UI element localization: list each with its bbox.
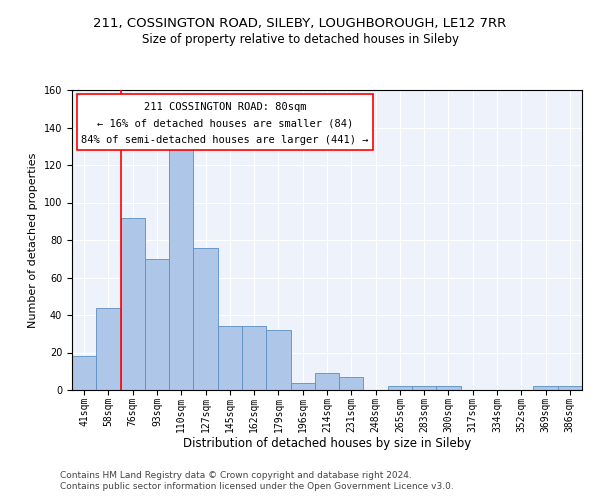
- Text: Contains HM Land Registry data © Crown copyright and database right 2024.: Contains HM Land Registry data © Crown c…: [60, 471, 412, 480]
- X-axis label: Distribution of detached houses by size in Sileby: Distribution of detached houses by size …: [183, 437, 471, 450]
- Text: ← 16% of detached houses are smaller (84): ← 16% of detached houses are smaller (84…: [97, 118, 353, 128]
- Bar: [436, 386, 461, 390]
- Bar: [558, 386, 582, 390]
- Text: Contains public sector information licensed under the Open Government Licence v3: Contains public sector information licen…: [60, 482, 454, 491]
- Bar: [72, 356, 96, 390]
- Bar: [218, 326, 242, 390]
- Text: 84% of semi-detached houses are larger (441) →: 84% of semi-detached houses are larger (…: [81, 135, 369, 145]
- Text: 211 COSSINGTON ROAD: 80sqm: 211 COSSINGTON ROAD: 80sqm: [144, 102, 306, 112]
- Text: 211, COSSINGTON ROAD, SILEBY, LOUGHBOROUGH, LE12 7RR: 211, COSSINGTON ROAD, SILEBY, LOUGHBOROU…: [94, 18, 506, 30]
- Bar: [412, 386, 436, 390]
- Bar: [339, 377, 364, 390]
- Bar: [121, 218, 145, 390]
- Bar: [266, 330, 290, 390]
- Bar: [145, 259, 169, 390]
- Bar: [533, 386, 558, 390]
- FancyBboxPatch shape: [77, 94, 373, 150]
- Bar: [193, 248, 218, 390]
- Bar: [388, 386, 412, 390]
- Bar: [242, 326, 266, 390]
- Bar: [169, 140, 193, 390]
- Bar: [290, 382, 315, 390]
- Text: Size of property relative to detached houses in Sileby: Size of property relative to detached ho…: [142, 32, 458, 46]
- Bar: [315, 373, 339, 390]
- Y-axis label: Number of detached properties: Number of detached properties: [28, 152, 38, 328]
- Bar: [96, 308, 121, 390]
